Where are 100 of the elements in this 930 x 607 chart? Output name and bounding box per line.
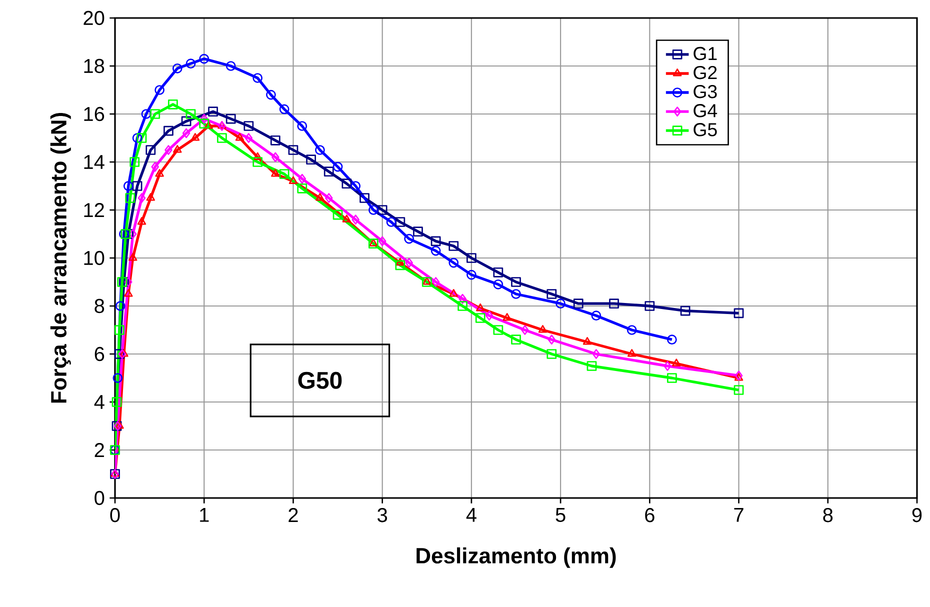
x-tick-label: 4 [466,508,476,522]
point [430,246,441,256]
point [556,298,566,309]
point [199,54,210,64]
point [297,183,308,194]
point [154,85,164,95]
point [368,238,378,249]
point [493,279,504,290]
point [458,294,466,304]
point [369,238,378,246]
point [288,176,298,184]
point [485,310,494,321]
point [734,385,744,395]
point [186,109,196,119]
y-tick-label: 16 [84,106,104,122]
point [413,226,423,237]
point [128,229,137,239]
point [208,106,218,117]
x-tick-label: 6 [645,508,654,522]
legend-label: G1 [694,46,717,60]
point [332,210,343,220]
point [360,193,370,203]
point [548,334,556,345]
y-tick-label: 6 [94,346,104,362]
y-tick-label: 0 [94,490,104,506]
point [316,193,324,201]
point [270,135,280,146]
legend-label: G3 [694,84,717,98]
point [405,258,413,268]
point [235,133,244,141]
y-tick-label: 12 [84,203,104,217]
point [591,310,602,321]
point [546,289,557,299]
legend-label: G2 [694,66,717,80]
x-tick-label: 8 [823,508,833,522]
point [667,334,677,345]
point [475,313,486,323]
point [298,174,306,184]
point [114,325,124,335]
point [511,289,521,299]
point [395,260,406,270]
point [226,114,236,124]
point [128,253,138,261]
point [306,154,316,165]
point [466,270,476,280]
point [125,193,136,203]
point [458,301,468,311]
point [114,349,124,359]
point [476,303,485,312]
point [332,162,343,172]
y-tick-label: 8 [94,298,104,314]
point [502,313,512,321]
point [137,217,146,225]
point [146,193,156,201]
point [288,145,298,155]
y-tick-label: 14 [84,155,104,169]
point [124,277,132,287]
y-tick-label: 10 [84,250,104,266]
point [325,193,333,203]
point [181,116,192,126]
point [449,289,458,297]
point [546,349,557,359]
point [112,397,122,407]
point [368,205,378,215]
point [352,214,360,225]
point [396,258,405,266]
point [672,358,681,366]
point [538,325,548,333]
point [252,157,263,167]
point [342,178,352,189]
point [132,181,142,191]
y-tick-label: 4 [94,395,104,409]
point [324,166,334,177]
point [200,114,208,124]
legend-label: G4 [694,104,718,118]
point [430,236,441,246]
point [432,277,440,287]
point [734,373,744,381]
x-tick-label: 1 [200,508,209,522]
point [190,133,200,141]
point [592,349,600,359]
point [342,214,352,222]
point [734,308,744,318]
point [186,58,196,69]
point [386,217,396,227]
point [118,349,126,359]
point [112,373,123,383]
y-tick-label: 2 [94,443,104,457]
x-tick-label: 5 [556,508,566,522]
y-tick-label: 20 [84,10,104,26]
point [511,334,521,345]
point [378,236,386,246]
point [244,121,254,131]
point [146,145,156,155]
point [266,90,276,100]
point [350,181,361,191]
point [168,99,178,110]
point [253,152,262,160]
point [511,277,521,287]
point [586,361,597,371]
